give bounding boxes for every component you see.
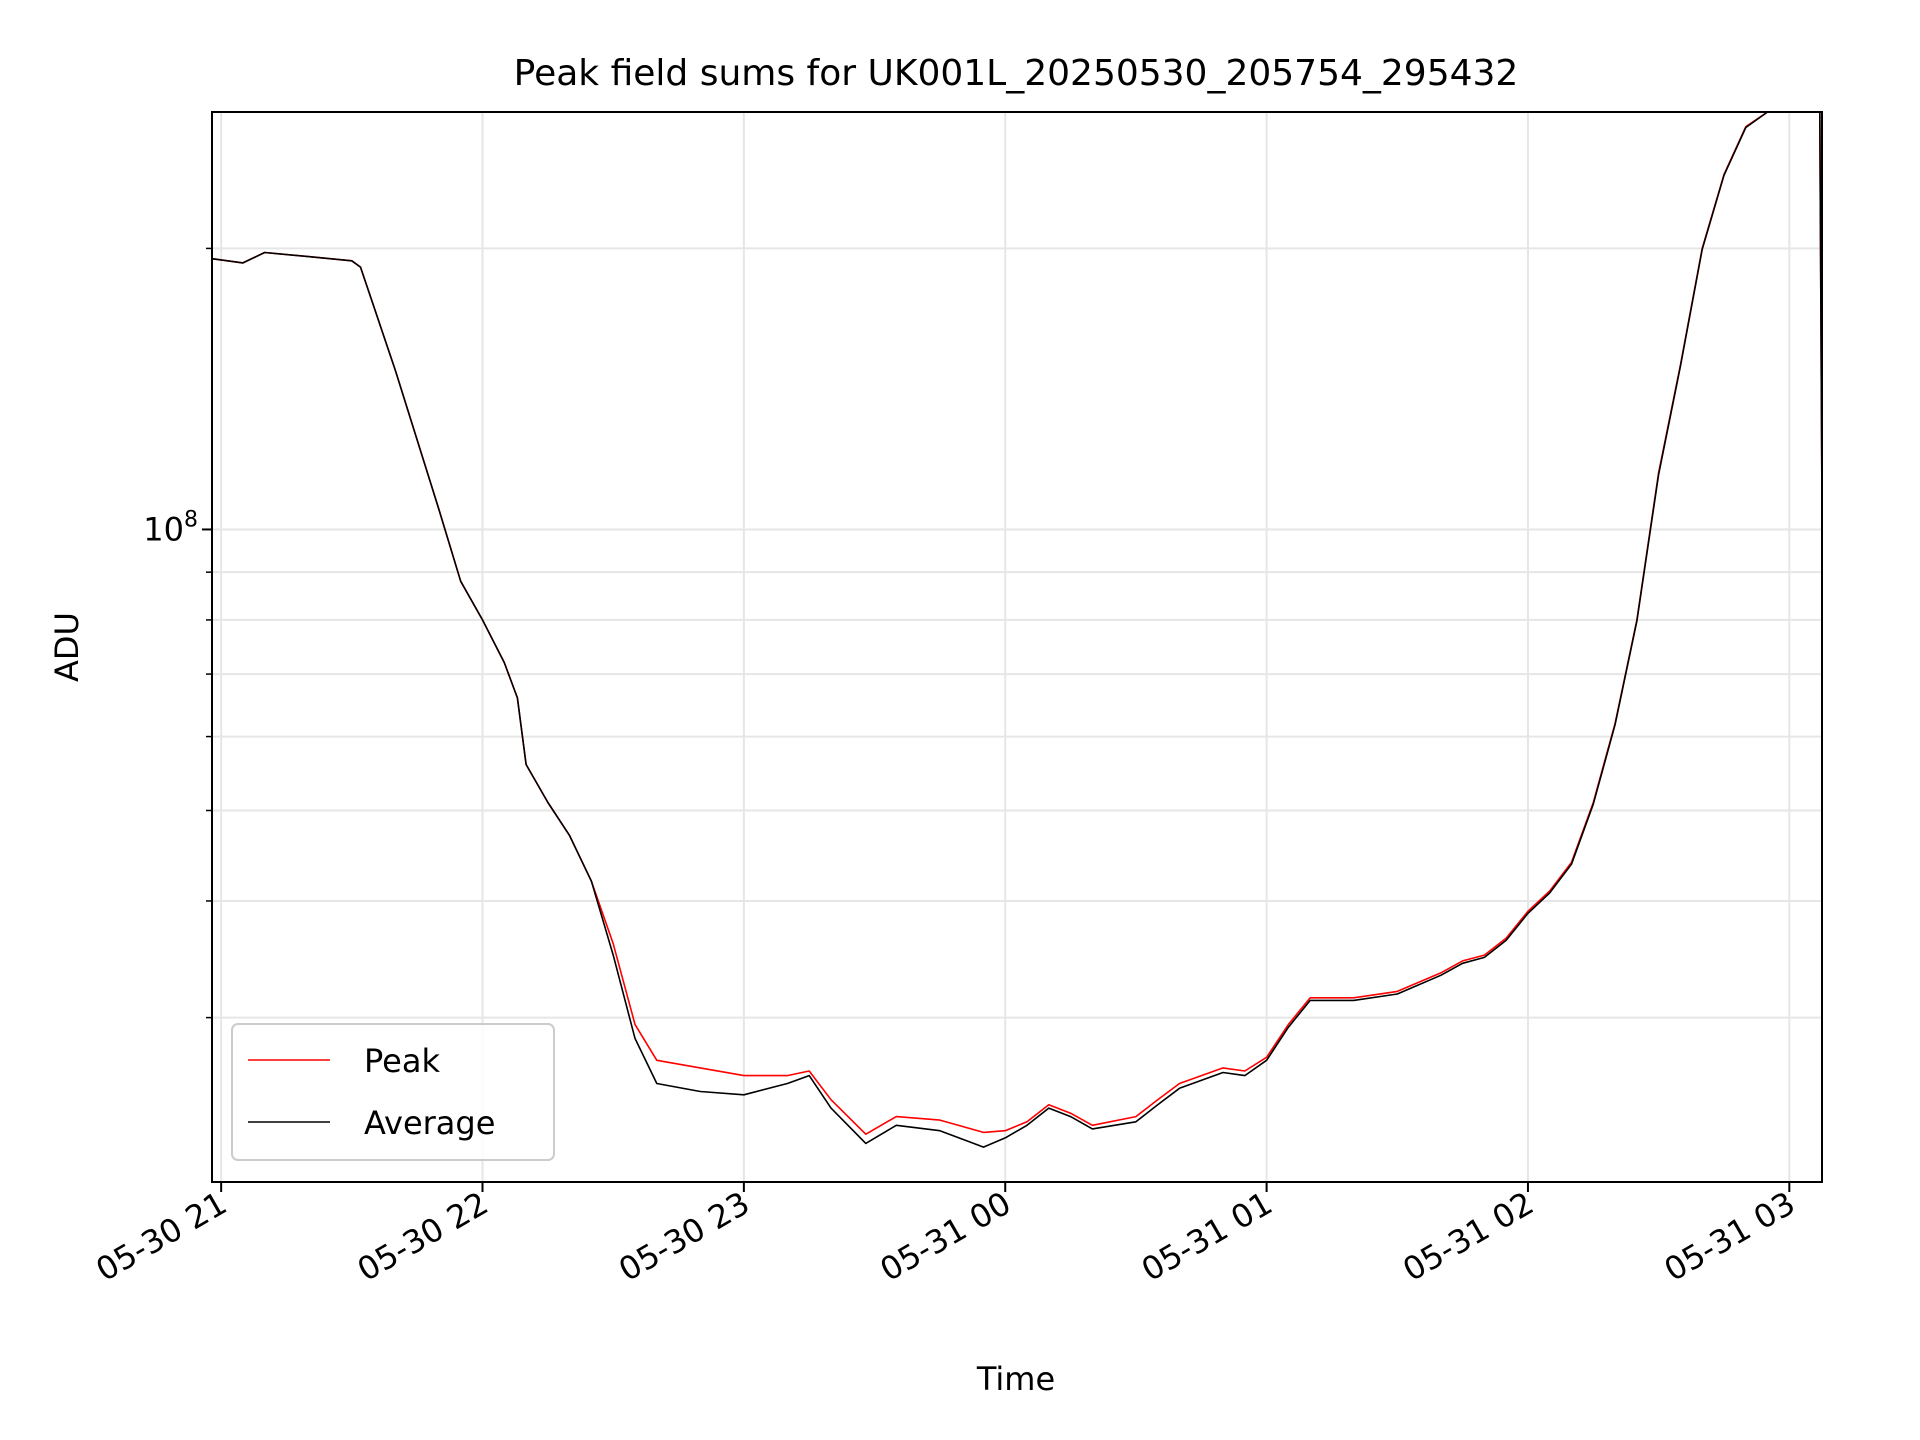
y-axis-ticks: 108 [143, 247, 212, 1019]
plot-area-frame [211, 111, 1823, 1183]
grid-lines [212, 112, 1822, 1182]
chart-title: Peak field sums for UK001L_20250530_2057… [514, 53, 1519, 94]
legend-average-label: Average [364, 1104, 495, 1142]
series-layer [211, 111, 1823, 1148]
legend-box [231, 1023, 555, 1161]
x-axis-label: Time [976, 1360, 1055, 1398]
y-tick-label: 108 [143, 507, 198, 548]
legend-peak-label: Peak [364, 1042, 440, 1080]
legend: Peak Average [231, 1023, 555, 1161]
series-line-average [211, 111, 1823, 1148]
y-axis-label: ADU [48, 612, 86, 682]
